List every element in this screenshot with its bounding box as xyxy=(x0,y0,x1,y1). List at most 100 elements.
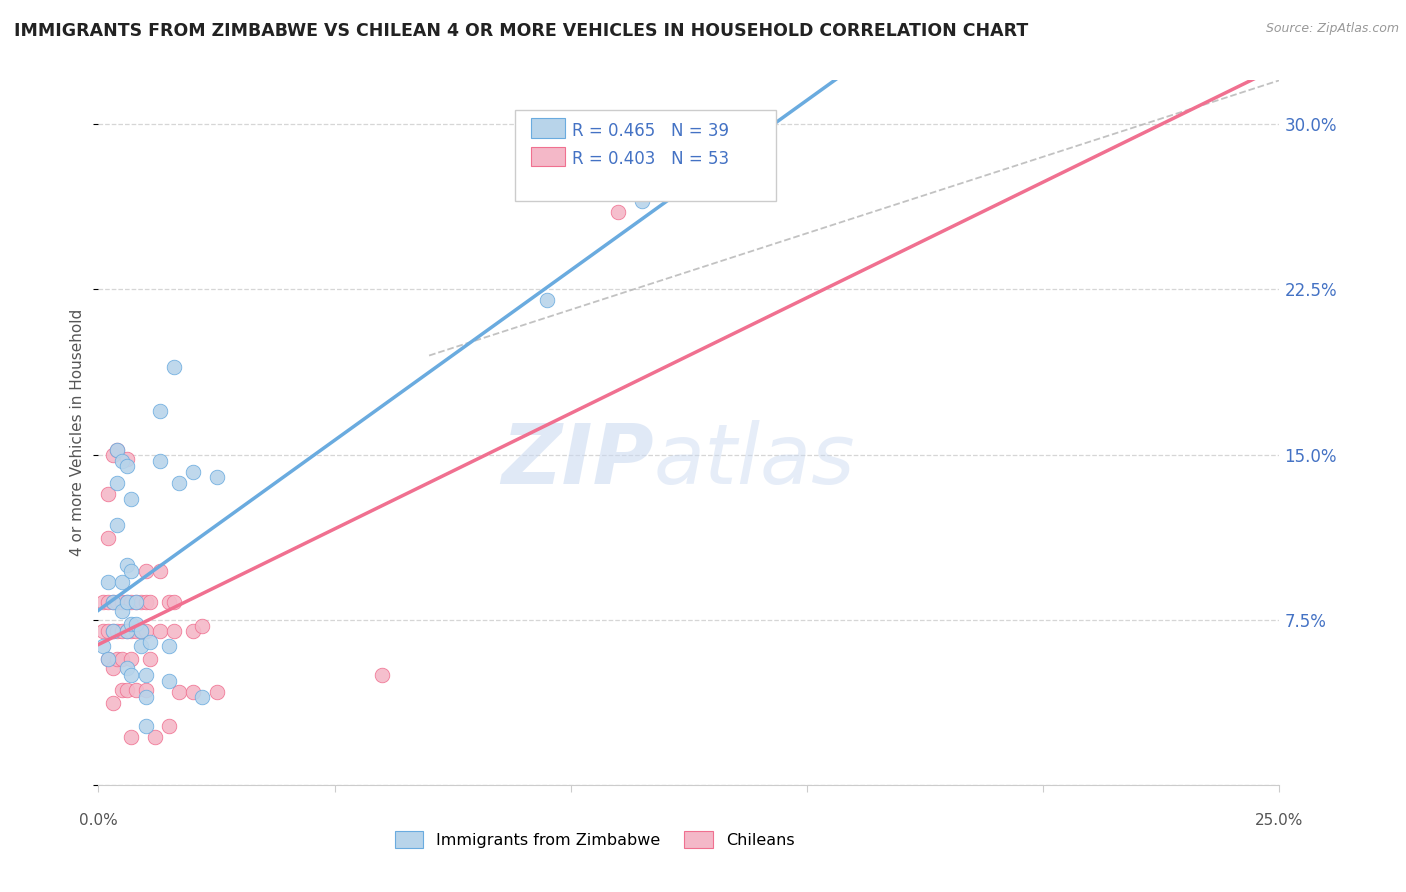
Point xyxy=(135,718,157,732)
Point xyxy=(125,595,148,609)
Point xyxy=(191,619,214,633)
Point xyxy=(97,575,120,590)
Point xyxy=(181,465,204,479)
Point xyxy=(125,617,148,632)
Point xyxy=(163,595,186,609)
Point xyxy=(536,293,558,308)
Point xyxy=(101,661,124,675)
Point xyxy=(111,604,134,618)
Point xyxy=(111,575,134,590)
Text: R = 0.403   N = 53: R = 0.403 N = 53 xyxy=(572,150,728,169)
Point xyxy=(101,448,124,462)
Point xyxy=(101,624,124,638)
Point xyxy=(607,205,630,219)
Point xyxy=(163,624,186,638)
Point xyxy=(135,683,157,698)
Point xyxy=(371,668,394,682)
Point xyxy=(121,595,143,609)
Point xyxy=(121,730,143,744)
Point xyxy=(105,518,128,533)
Point xyxy=(163,359,186,374)
Point xyxy=(135,595,157,609)
Point xyxy=(167,476,190,491)
Point xyxy=(97,595,120,609)
Point xyxy=(97,652,120,666)
Point xyxy=(135,565,157,579)
Point xyxy=(129,624,152,638)
Point xyxy=(115,558,138,572)
Point xyxy=(111,683,134,698)
Point xyxy=(181,685,204,699)
Point xyxy=(191,690,214,704)
Point xyxy=(115,595,138,609)
Point xyxy=(111,624,134,638)
Point xyxy=(97,624,120,638)
Point xyxy=(97,532,120,546)
Point xyxy=(105,595,128,609)
Point xyxy=(115,452,138,467)
Point xyxy=(97,487,120,501)
Point xyxy=(115,458,138,473)
Point xyxy=(115,624,138,638)
Legend: Immigrants from Zimbabwe, Chileans: Immigrants from Zimbabwe, Chileans xyxy=(388,824,801,855)
Text: Source: ZipAtlas.com: Source: ZipAtlas.com xyxy=(1265,22,1399,36)
Point xyxy=(121,491,143,506)
Point xyxy=(149,565,172,579)
Text: atlas: atlas xyxy=(654,420,855,501)
Text: R = 0.465   N = 39: R = 0.465 N = 39 xyxy=(572,121,728,140)
Point xyxy=(149,624,172,638)
Point xyxy=(105,443,128,458)
Point xyxy=(101,697,124,711)
Point xyxy=(135,690,157,704)
Point xyxy=(149,403,172,417)
Point xyxy=(139,652,162,666)
Point xyxy=(157,674,180,689)
Point xyxy=(105,443,128,458)
Point xyxy=(91,595,114,609)
Point xyxy=(91,639,114,653)
Text: 25.0%: 25.0% xyxy=(1256,814,1303,828)
Point xyxy=(105,476,128,491)
Point xyxy=(121,617,143,632)
Text: 0.0%: 0.0% xyxy=(79,814,118,828)
Point xyxy=(111,652,134,666)
Point xyxy=(149,454,172,468)
Point xyxy=(105,652,128,666)
Point xyxy=(167,685,190,699)
Point xyxy=(91,624,114,638)
Point xyxy=(181,624,204,638)
Point xyxy=(125,683,148,698)
Point xyxy=(139,635,162,649)
Text: ZIP: ZIP xyxy=(501,420,654,501)
Point xyxy=(157,595,180,609)
Point xyxy=(121,565,143,579)
Point xyxy=(205,685,228,699)
Point xyxy=(129,624,152,638)
Point xyxy=(101,595,124,609)
Point xyxy=(115,683,138,698)
Point xyxy=(125,624,148,638)
Point xyxy=(121,668,143,682)
Y-axis label: 4 or more Vehicles in Household: 4 or more Vehicles in Household xyxy=(70,309,86,557)
Point xyxy=(630,194,652,209)
Point xyxy=(205,469,228,483)
Point xyxy=(135,624,157,638)
Point xyxy=(121,624,143,638)
Point xyxy=(135,668,157,682)
Point xyxy=(157,718,180,732)
Point xyxy=(129,595,152,609)
Point xyxy=(121,652,143,666)
Point xyxy=(111,454,134,468)
Point xyxy=(115,595,138,609)
Point xyxy=(111,595,134,609)
Point xyxy=(101,624,124,638)
Point xyxy=(115,661,138,675)
Point xyxy=(115,624,138,638)
Point xyxy=(129,639,152,653)
Point xyxy=(143,730,166,744)
Point xyxy=(101,595,124,609)
Point xyxy=(97,652,120,666)
Point xyxy=(157,639,180,653)
Point xyxy=(125,595,148,609)
Point xyxy=(139,595,162,609)
